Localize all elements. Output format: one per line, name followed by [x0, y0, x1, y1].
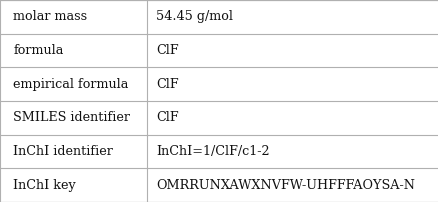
Text: ClF: ClF — [155, 111, 178, 124]
Text: ClF: ClF — [155, 78, 178, 91]
Text: SMILES identifier: SMILES identifier — [13, 111, 130, 124]
Text: formula: formula — [13, 44, 64, 57]
Text: empirical formula: empirical formula — [13, 78, 128, 91]
Text: InChI key: InChI key — [13, 179, 76, 192]
Text: InChI identifier: InChI identifier — [13, 145, 113, 158]
Text: OMRRUNXAWXNVFW-UHFFFAOYSA-N: OMRRUNXAWXNVFW-UHFFFAOYSA-N — [155, 179, 414, 192]
Text: 54.45 g/mol: 54.45 g/mol — [155, 10, 232, 23]
Text: InChI=1/ClF/c1-2: InChI=1/ClF/c1-2 — [155, 145, 269, 158]
Text: ClF: ClF — [155, 44, 178, 57]
Text: molar mass: molar mass — [13, 10, 87, 23]
